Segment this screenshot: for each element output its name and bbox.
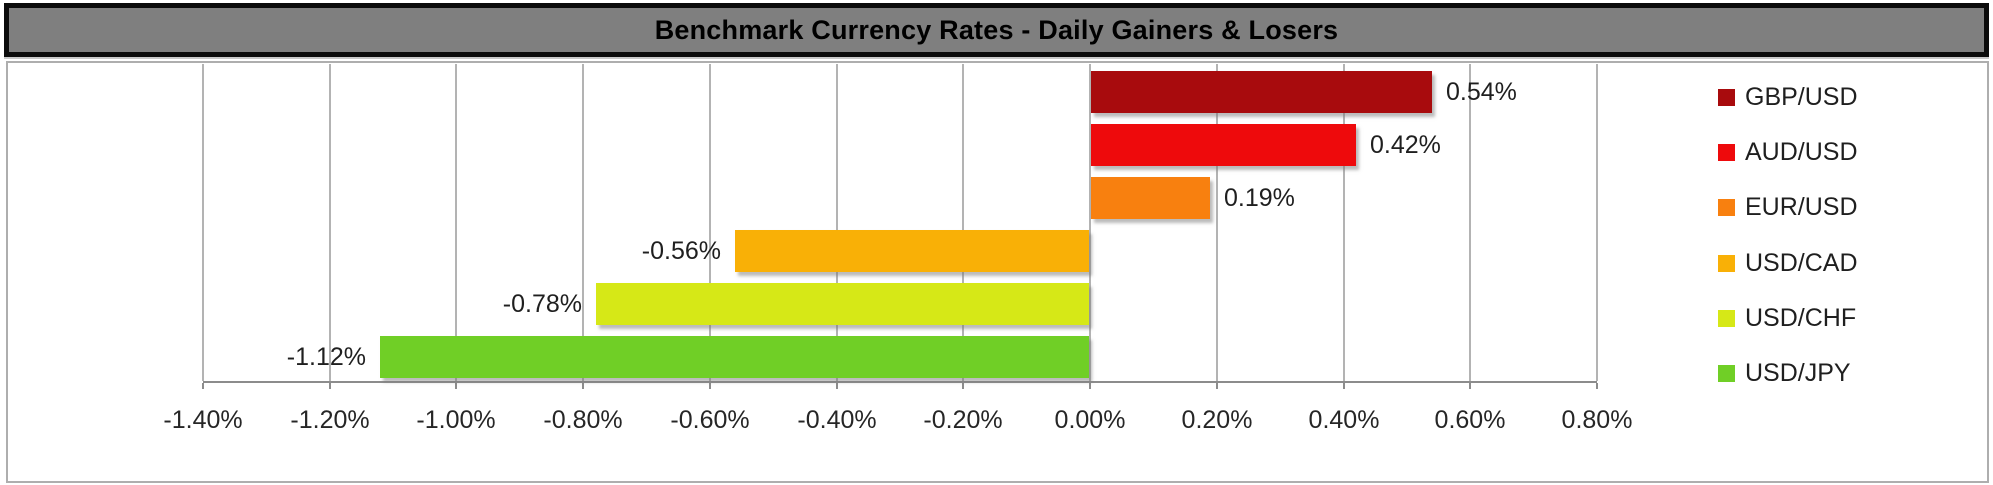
legend-item-usd-jpy: USD/JPY — [1718, 358, 1851, 388]
x-axis-tick-label: 0.80% — [1561, 406, 1633, 434]
gridline — [1469, 64, 1471, 381]
bar-value-label: 0.42% — [1370, 130, 1441, 159]
legend-label: EUR/USD — [1745, 192, 1858, 221]
chart-title-bar: Benchmark Currency Rates - Daily Gainers… — [4, 3, 1989, 57]
gridline — [1216, 64, 1218, 381]
gridline — [709, 64, 711, 381]
axis-tick-mark — [455, 383, 457, 389]
axis-tick-mark — [709, 383, 711, 389]
legend-item-usd-cad: USD/CAD — [1718, 248, 1858, 278]
legend-label: GBP/USD — [1745, 82, 1858, 111]
bar-usd-cad — [735, 230, 1089, 272]
plot-right-border — [1596, 64, 1598, 381]
x-axis-tick-label: 0.00% — [1054, 406, 1126, 434]
chart-region — [6, 61, 1989, 483]
bar-gbp-usd — [1091, 71, 1432, 113]
legend-label: USD/JPY — [1745, 358, 1851, 387]
x-axis-tick-label: -0.40% — [797, 406, 877, 434]
legend-swatch-icon — [1718, 143, 1735, 161]
x-axis-tick-label: -0.80% — [543, 406, 623, 434]
x-axis-tick-label: -0.20% — [923, 406, 1003, 434]
bar-value-label: -1.12% — [286, 342, 366, 371]
bar-eur-usd — [1091, 177, 1210, 219]
bar-usd-jpy — [380, 336, 1089, 378]
axis-tick-mark — [1343, 383, 1345, 389]
legend-swatch-icon — [1718, 254, 1735, 272]
bar-value-label: -0.78% — [502, 289, 582, 318]
legend-swatch-icon — [1718, 88, 1735, 106]
gridline — [455, 64, 457, 381]
axis-tick-mark — [836, 383, 838, 389]
legend-item-aud-usd: AUD/USD — [1718, 137, 1858, 167]
x-axis-line — [203, 381, 1597, 383]
legend-label: USD/CHF — [1745, 303, 1857, 332]
legend-item-eur-usd: EUR/USD — [1718, 192, 1858, 222]
x-axis-tick-label: 0.20% — [1181, 406, 1253, 434]
x-axis-tick-label: -1.20% — [290, 406, 370, 434]
bar-usd-chf — [596, 283, 1089, 325]
axis-tick-mark — [1216, 383, 1218, 389]
gridline — [202, 64, 204, 381]
bar-value-label: 0.19% — [1224, 183, 1295, 212]
x-axis-tick-label: 0.40% — [1308, 406, 1380, 434]
legend-swatch-icon — [1718, 364, 1735, 382]
axis-tick-mark — [582, 383, 584, 389]
gridline — [582, 64, 584, 381]
axis-tick-mark — [202, 383, 204, 389]
legend-item-gbp-usd: GBP/USD — [1718, 82, 1858, 112]
legend-item-usd-chf: USD/CHF — [1718, 303, 1856, 333]
gridline — [962, 64, 964, 381]
legend-label: AUD/USD — [1745, 137, 1858, 166]
axis-tick-mark — [329, 383, 331, 389]
gridline — [836, 64, 838, 381]
bar-value-label: -0.56% — [641, 236, 721, 265]
gridline — [329, 64, 331, 381]
axis-tick-mark — [962, 383, 964, 389]
x-axis-tick-label: -1.00% — [416, 406, 496, 434]
x-axis-tick-label: -1.40% — [163, 406, 243, 434]
bar-value-label: 0.54% — [1446, 77, 1517, 106]
legend-swatch-icon — [1718, 198, 1735, 216]
bar-aud-usd — [1091, 124, 1356, 166]
axis-tick-mark — [1469, 383, 1471, 389]
axis-tick-mark — [1089, 383, 1091, 389]
chart-title: Benchmark Currency Rates - Daily Gainers… — [654, 14, 1339, 45]
axis-tick-mark — [1596, 383, 1598, 389]
x-axis-tick-label: -0.60% — [670, 406, 750, 434]
legend-label: USD/CAD — [1745, 248, 1858, 277]
x-axis-tick-label: 0.60% — [1434, 406, 1506, 434]
gridline — [1089, 64, 1091, 381]
gridline — [1343, 64, 1345, 381]
legend-swatch-icon — [1718, 309, 1735, 327]
